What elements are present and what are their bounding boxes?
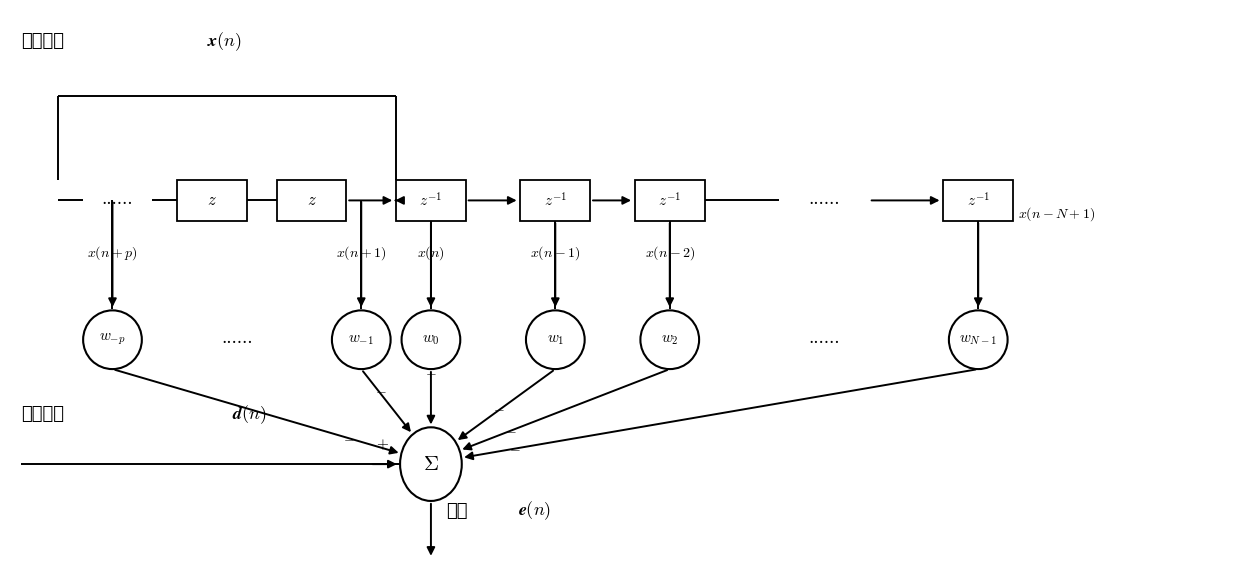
Circle shape — [332, 311, 391, 369]
Text: $z$: $z$ — [207, 192, 217, 209]
Text: $x(n)$: $x(n)$ — [417, 245, 445, 262]
Text: $-$: $-$ — [425, 365, 436, 380]
Text: $z^{-1}$: $z^{-1}$ — [967, 192, 990, 210]
Text: ......: ...... — [808, 330, 839, 347]
Text: $x(n-2)$: $x(n-2)$ — [645, 245, 694, 262]
FancyBboxPatch shape — [944, 180, 1013, 221]
Text: $\boldsymbol{e}(n)$: $\boldsymbol{e}(n)$ — [517, 499, 551, 522]
Text: $w_0$: $w_0$ — [422, 333, 440, 347]
Text: $\boldsymbol{x}(n)$: $\boldsymbol{x}(n)$ — [207, 30, 242, 52]
Text: $-$: $-$ — [494, 401, 505, 416]
Text: ......: ...... — [221, 330, 253, 347]
Text: $x(n+p)$: $x(n+p)$ — [87, 245, 138, 262]
Text: $\Sigma$: $\Sigma$ — [423, 455, 439, 474]
Text: $z^{-1}$: $z^{-1}$ — [658, 192, 681, 210]
Text: $w_{-1}$: $w_{-1}$ — [348, 333, 374, 347]
Text: ......: ...... — [102, 191, 133, 208]
Text: $-$: $-$ — [343, 431, 355, 445]
Text: $-$: $-$ — [505, 424, 516, 437]
Text: 监测信号: 监测信号 — [21, 405, 64, 424]
Text: $-$: $-$ — [374, 383, 386, 397]
Text: $z$: $z$ — [306, 192, 316, 209]
Text: $x(n-1)$: $x(n-1)$ — [531, 245, 580, 262]
Text: $z^{-1}$: $z^{-1}$ — [544, 192, 567, 210]
Text: $-$: $-$ — [510, 441, 521, 455]
Text: $\boldsymbol{d}(n)$: $\boldsymbol{d}(n)$ — [232, 403, 267, 426]
FancyBboxPatch shape — [396, 180, 466, 221]
Text: ......: ...... — [808, 191, 839, 208]
Text: 参考信号: 参考信号 — [21, 32, 64, 50]
Text: $w_{-p}$: $w_{-p}$ — [99, 332, 125, 348]
Text: $z^{-1}$: $z^{-1}$ — [419, 192, 443, 210]
Circle shape — [83, 311, 141, 369]
Text: $w_2$: $w_2$ — [661, 333, 678, 347]
Text: $x(n-N+1)$: $x(n-N+1)$ — [1018, 205, 1095, 223]
FancyBboxPatch shape — [635, 180, 704, 221]
Text: $w_1$: $w_1$ — [547, 333, 564, 347]
Circle shape — [402, 311, 460, 369]
Text: $x(n+1)$: $x(n+1)$ — [336, 245, 387, 262]
Text: $w_{N-1}$: $w_{N-1}$ — [960, 333, 997, 347]
Circle shape — [949, 311, 1008, 369]
Circle shape — [526, 311, 585, 369]
Circle shape — [640, 311, 699, 369]
FancyBboxPatch shape — [277, 180, 346, 221]
Ellipse shape — [401, 428, 461, 501]
Text: 输出: 输出 — [446, 502, 467, 520]
FancyBboxPatch shape — [177, 180, 247, 221]
Text: $+$: $+$ — [376, 437, 388, 451]
FancyBboxPatch shape — [521, 180, 590, 221]
